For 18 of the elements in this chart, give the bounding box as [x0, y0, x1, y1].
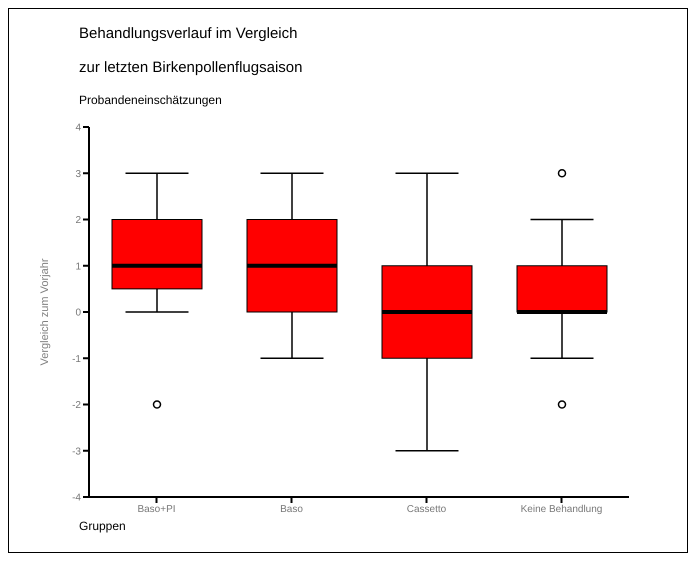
- x-tick-label: Cassetto: [406, 504, 447, 516]
- chart-subtitle: zur letzten Birkenpollenflugsaison: [79, 59, 302, 76]
- y-tick-label: -4: [72, 492, 82, 504]
- y-axis-title: Vergleich zum Vorjahr: [38, 258, 51, 366]
- y-tick-label: 0: [75, 308, 82, 319]
- x-tick-label: Baso+PI: [137, 504, 176, 516]
- y-tick-label: 3: [75, 168, 82, 180]
- y-tick-label: 4: [75, 122, 82, 134]
- x-axis-title: Gruppen: [79, 519, 126, 533]
- y-tick-label: 2: [75, 215, 82, 226]
- x-tick-label: Keine Behandlung: [520, 504, 602, 516]
- y-tick-label: -2: [72, 400, 82, 412]
- y-tick-label: -3: [72, 446, 82, 458]
- y-tick-label: -1: [72, 354, 82, 365]
- y-tick-label: 1: [75, 261, 82, 272]
- text: Probandeneinschätzungen: [79, 93, 222, 107]
- x-tick-label: Baso: [280, 504, 304, 516]
- chart-title: Behandlungsverlauf im Vergleich: [79, 25, 298, 42]
